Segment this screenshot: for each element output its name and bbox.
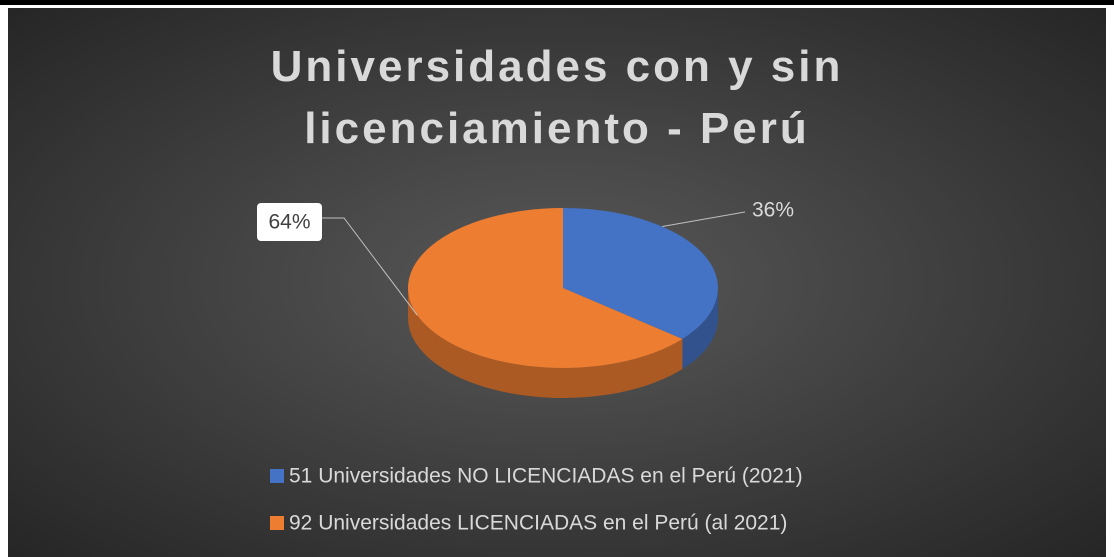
chart-title: Universidades con y sin licenciamiento -… <box>270 42 844 153</box>
data-label: 64% <box>268 211 310 234</box>
legend-label: 51 Universidades NO LICENCIADAS en el Pe… <box>289 465 803 488</box>
legend-swatch <box>270 516 284 530</box>
slice <box>563 208 719 339</box>
data-label: 36% <box>752 199 794 222</box>
slice <box>408 208 683 368</box>
top-border <box>0 0 1114 5</box>
legend-swatch <box>270 469 284 483</box>
legend-label: 92 Universidades LICENCIADAS en el Perú … <box>289 512 787 535</box>
slice-side <box>682 288 718 369</box>
slice-side <box>407 288 683 399</box>
leader-line <box>322 217 418 316</box>
leader-line <box>662 211 746 228</box>
data-label-box <box>257 203 322 241</box>
